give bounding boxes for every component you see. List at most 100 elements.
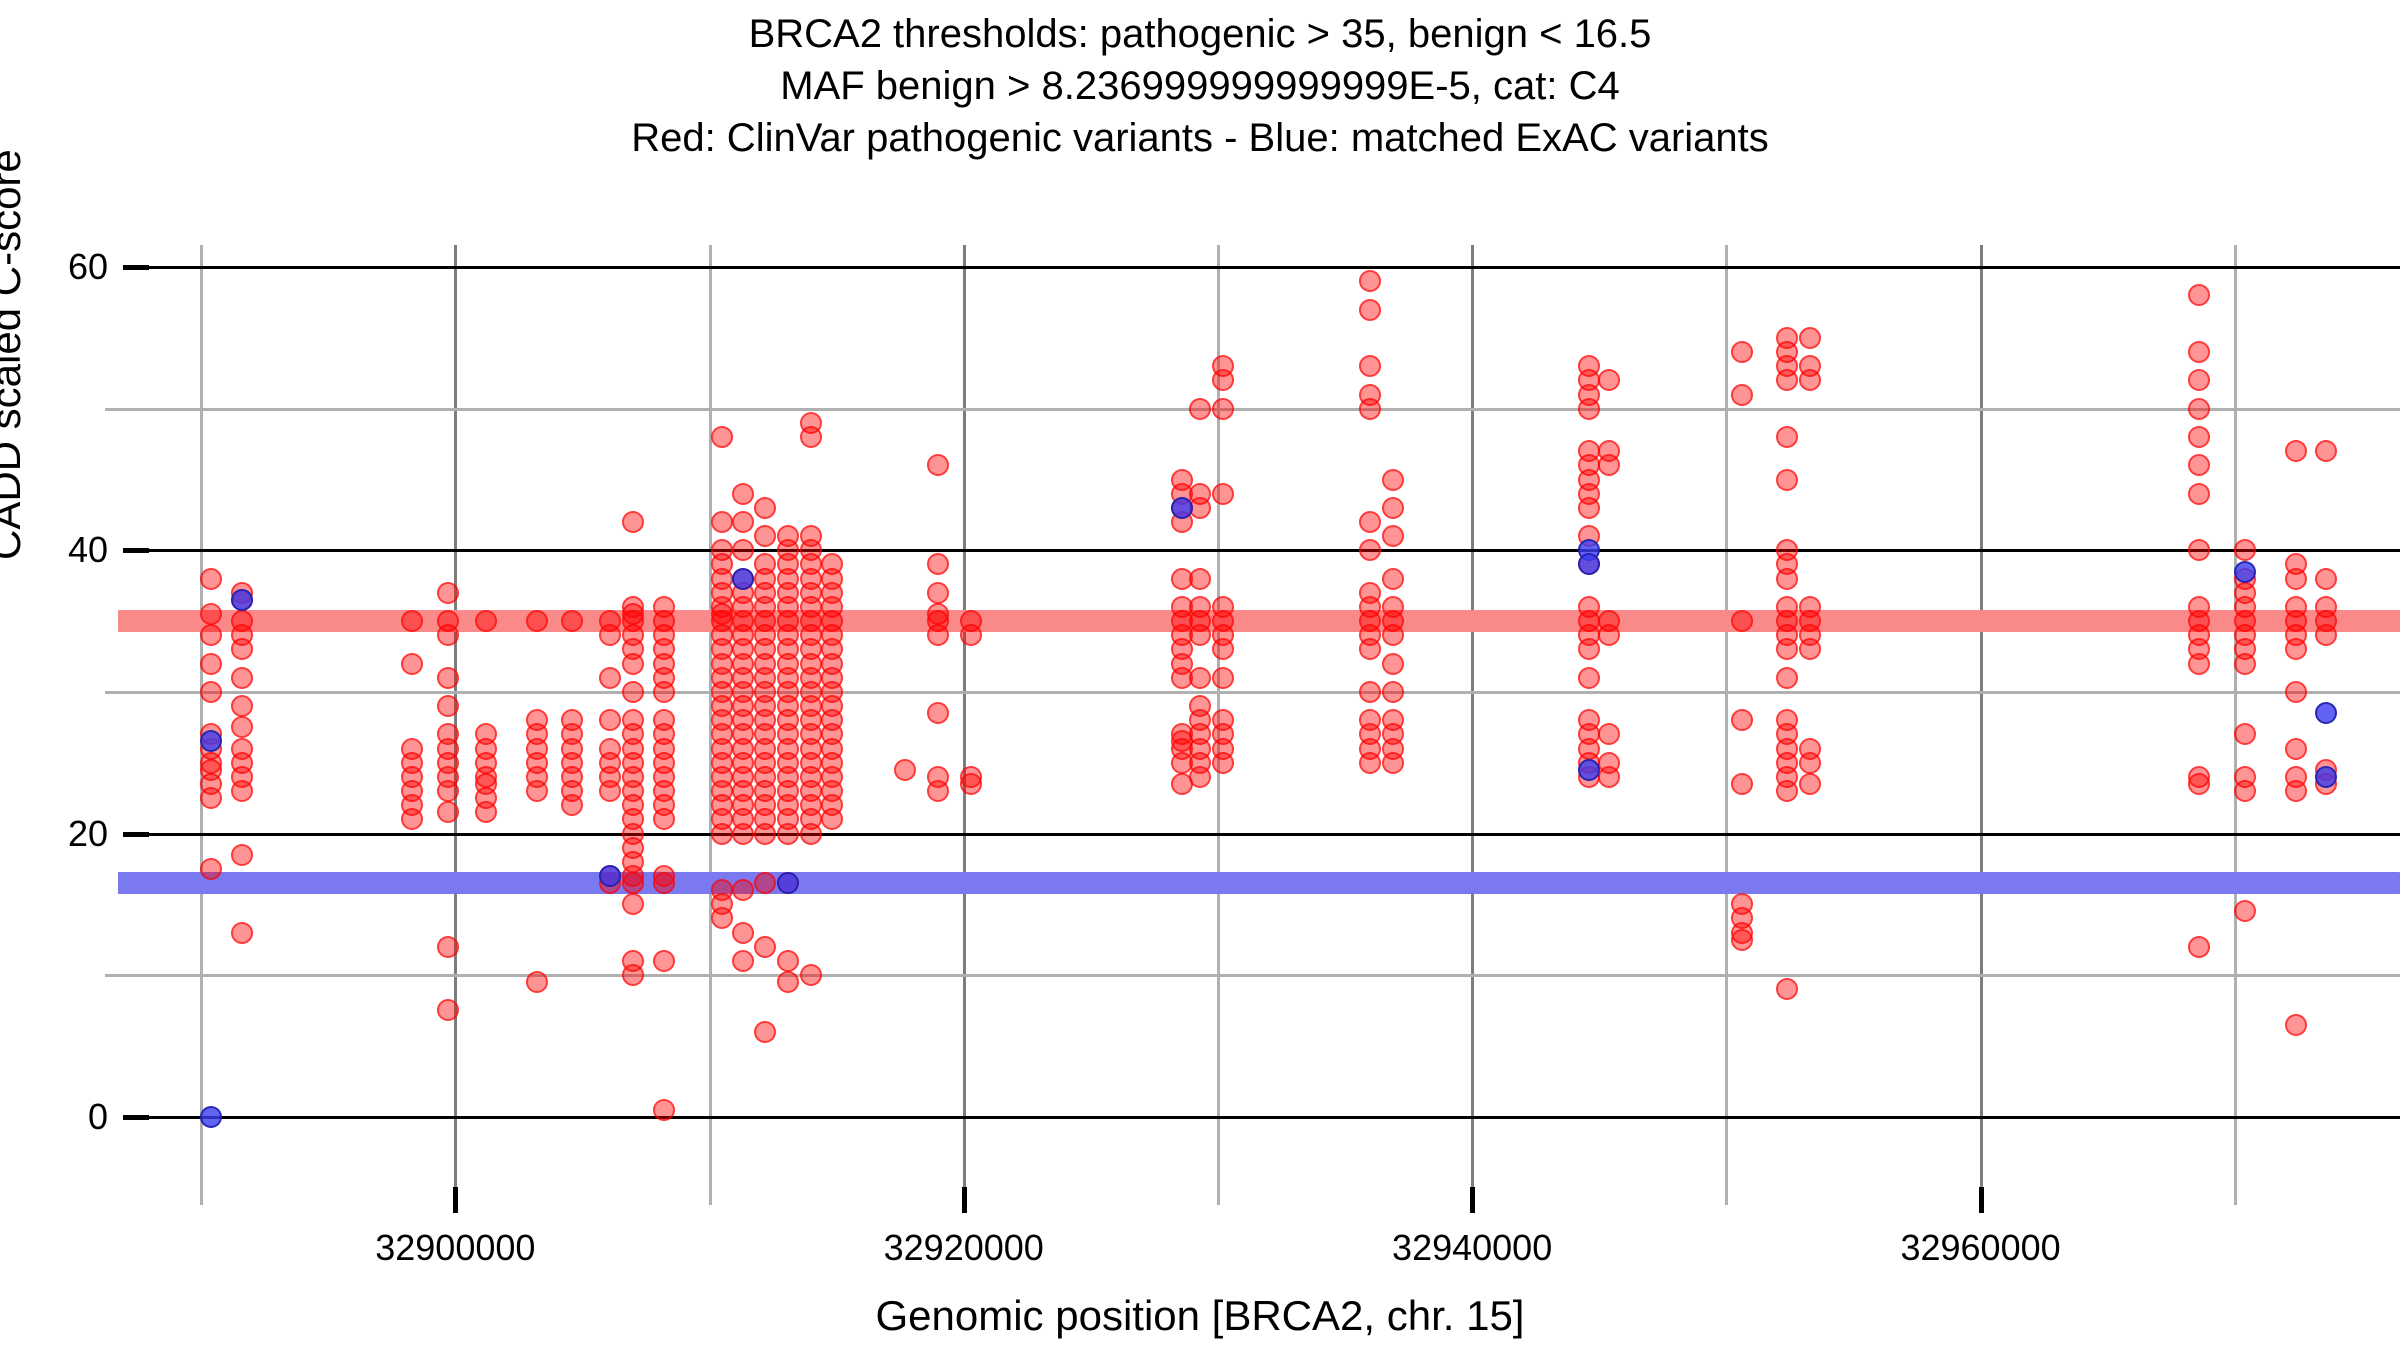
data-point-pathogenic [622, 652, 645, 675]
y-axis-line [123, 266, 2400, 270]
data-point-pathogenic [436, 666, 459, 689]
data-point-pathogenic [777, 971, 800, 994]
data-point-pathogenic [1730, 383, 1753, 406]
data-point-pathogenic [1359, 511, 1382, 534]
data-point-pathogenic [200, 624, 223, 647]
x-tick-mark [1978, 1187, 1984, 1213]
y-tick-mark [123, 548, 149, 554]
data-point-pathogenic [1776, 567, 1799, 590]
data-point-pathogenic [754, 872, 777, 895]
data-point-pathogenic [1382, 624, 1405, 647]
data-point-pathogenic [652, 949, 675, 972]
data-point-pathogenic [2284, 567, 2307, 590]
data-point-pathogenic [2188, 284, 2211, 307]
data-point-pathogenic [800, 426, 823, 449]
plot-area [105, 245, 2400, 1205]
data-point-pathogenic [1359, 638, 1382, 661]
data-point-pathogenic [754, 496, 777, 519]
data-point-pathogenic [230, 716, 253, 739]
y-tick-label: 0 [87, 1095, 108, 1137]
title-line-1: BRCA2 thresholds: pathogenic > 35, benig… [748, 12, 1652, 56]
data-point-pathogenic [731, 949, 754, 972]
y-axis-line [123, 549, 2400, 553]
data-point-pathogenic [2284, 1013, 2307, 1036]
x-gridline [2233, 245, 2237, 1205]
data-point-pathogenic [1382, 567, 1405, 590]
data-point-pathogenic [1212, 751, 1235, 774]
data-point-pathogenic [2188, 652, 2211, 675]
title-line-2: MAF benign > 8.236999999999999E-5, cat: … [780, 64, 1620, 108]
y-axis-line [123, 1115, 2400, 1119]
data-point-pathogenic [652, 1098, 675, 1121]
y-tick-label: 60 [67, 246, 108, 288]
y-axis-line [123, 832, 2400, 836]
data-point-pathogenic [2315, 567, 2338, 590]
x-tick-mark [453, 1187, 459, 1213]
data-point-pathogenic [525, 610, 548, 633]
y-axis-label: CADD scaled C-score [0, 149, 29, 560]
y-tick-mark [123, 831, 149, 837]
data-point-pathogenic [1212, 666, 1235, 689]
y-tick-label: 40 [67, 529, 108, 571]
data-point-pathogenic [1189, 624, 1212, 647]
data-point-exac [230, 588, 253, 611]
data-point-pathogenic [1382, 652, 1405, 675]
x-gridline [1979, 245, 1983, 1205]
data-point-pathogenic [1578, 666, 1601, 689]
data-point-pathogenic [2284, 680, 2307, 703]
data-point-pathogenic [1776, 369, 1799, 392]
data-point-exac [731, 567, 754, 590]
data-point-pathogenic [1776, 468, 1799, 491]
data-point-pathogenic [652, 680, 675, 703]
data-point-pathogenic [1359, 680, 1382, 703]
data-point-pathogenic [1776, 426, 1799, 449]
y-tick-label: 20 [67, 812, 108, 854]
data-point-pathogenic [2188, 772, 2211, 795]
data-point-exac [777, 872, 800, 895]
data-point-pathogenic [1598, 723, 1621, 746]
data-point-pathogenic [436, 801, 459, 824]
data-point-pathogenic [474, 610, 497, 633]
data-point-pathogenic [474, 801, 497, 824]
data-point-pathogenic [711, 822, 734, 845]
data-point-pathogenic [652, 808, 675, 831]
figure-title: BRCA2 thresholds: pathogenic > 35, benig… [0, 8, 2400, 164]
data-point-pathogenic [1359, 539, 1382, 562]
data-point-pathogenic [230, 638, 253, 661]
data-point-pathogenic [2233, 780, 2256, 803]
data-point-pathogenic [754, 525, 777, 548]
data-point-pathogenic [1598, 454, 1621, 477]
data-point-pathogenic [1730, 772, 1753, 795]
data-point-pathogenic [622, 511, 645, 534]
data-point-pathogenic [401, 652, 424, 675]
data-point-pathogenic [1359, 270, 1382, 293]
data-point-pathogenic [1189, 765, 1212, 788]
data-point-pathogenic [561, 610, 584, 633]
data-point-pathogenic [2188, 935, 2211, 958]
x-gridline [454, 245, 458, 1205]
data-point-pathogenic [1189, 567, 1212, 590]
data-point-pathogenic [2188, 482, 2211, 505]
data-point-pathogenic [1189, 397, 1212, 420]
data-point-pathogenic [2188, 454, 2211, 477]
x-gridline [1471, 245, 1475, 1205]
data-point-pathogenic [1578, 397, 1601, 420]
y-gridline [105, 407, 2400, 411]
data-point-pathogenic [2233, 900, 2256, 923]
x-tick-label: 32900000 [375, 1227, 536, 1268]
data-point-pathogenic [622, 872, 645, 895]
data-point-pathogenic [1359, 355, 1382, 378]
data-point-pathogenic [800, 822, 823, 845]
data-point-pathogenic [2188, 341, 2211, 364]
data-point-pathogenic [927, 780, 950, 803]
data-point-pathogenic [1578, 638, 1601, 661]
data-point-pathogenic [711, 426, 734, 449]
data-point-pathogenic [1730, 709, 1753, 732]
data-point-pathogenic [561, 794, 584, 817]
data-point-pathogenic [622, 893, 645, 916]
data-point-pathogenic [1730, 610, 1753, 633]
x-gridline [200, 245, 204, 1205]
data-point-exac [1578, 553, 1601, 576]
data-point-pathogenic [1598, 369, 1621, 392]
data-point-pathogenic [731, 511, 754, 534]
